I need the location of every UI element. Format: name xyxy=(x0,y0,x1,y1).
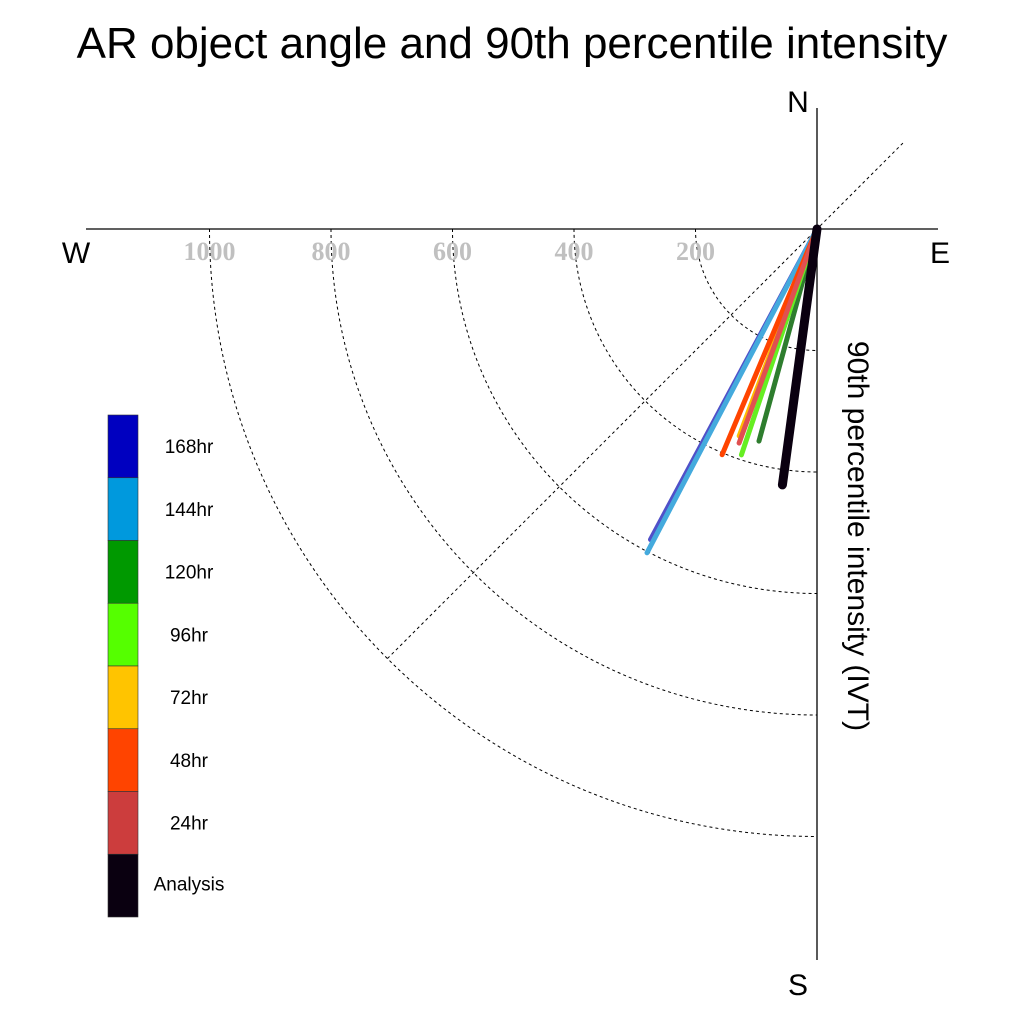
legend-swatch xyxy=(107,728,139,792)
tick-label: 200 xyxy=(676,237,715,266)
vector-24hr xyxy=(736,226,820,446)
grid-arc xyxy=(330,228,818,716)
grid-arc xyxy=(209,228,818,837)
legend-swatch xyxy=(107,791,139,855)
grid-arc xyxy=(695,228,818,351)
south-label: S xyxy=(788,969,808,1002)
east-label: E xyxy=(930,237,950,270)
tick-label: 400 xyxy=(555,237,594,266)
grid-arc xyxy=(452,228,818,594)
grid-arc xyxy=(573,228,818,473)
tick-label: 800 xyxy=(312,237,351,266)
legend-swatch xyxy=(107,602,139,667)
legend-swatch xyxy=(107,665,139,730)
legend-label: 48hr xyxy=(170,751,209,772)
grid-diagonal xyxy=(387,142,904,659)
west-label: W xyxy=(62,237,91,270)
legend-swatch xyxy=(107,853,139,918)
legend-swatch xyxy=(107,414,139,479)
tick-label: 600 xyxy=(433,237,472,266)
vector-analysis xyxy=(777,224,822,490)
legend-swatch xyxy=(107,477,139,541)
tick-labels: 200 400 600 800 1000 xyxy=(184,237,716,266)
radial-axis-label: 90th percentile intensity (IVT) xyxy=(841,341,874,731)
legend-label: Analysis xyxy=(154,874,225,895)
legend-label: 72hr xyxy=(170,688,209,709)
legend: 168hr 144hr 120hr 96hr 72hr 48hr 24hr Analysis xyxy=(107,414,225,918)
tick-label: 1000 xyxy=(184,237,236,266)
legend-label: 24hr xyxy=(170,814,209,835)
origin-marker xyxy=(813,225,821,233)
legend-swatch xyxy=(107,540,139,604)
legend-label: 120hr xyxy=(165,563,214,584)
legend-label: 144hr xyxy=(165,500,214,521)
north-label: N xyxy=(787,86,809,119)
vector-layer xyxy=(644,224,822,556)
chart-title: AR object angle and 90th percentile inte… xyxy=(77,19,948,68)
legend-label: 96hr xyxy=(170,625,209,646)
legend-label: 168hr xyxy=(165,437,214,458)
vector-144hr xyxy=(644,226,820,556)
